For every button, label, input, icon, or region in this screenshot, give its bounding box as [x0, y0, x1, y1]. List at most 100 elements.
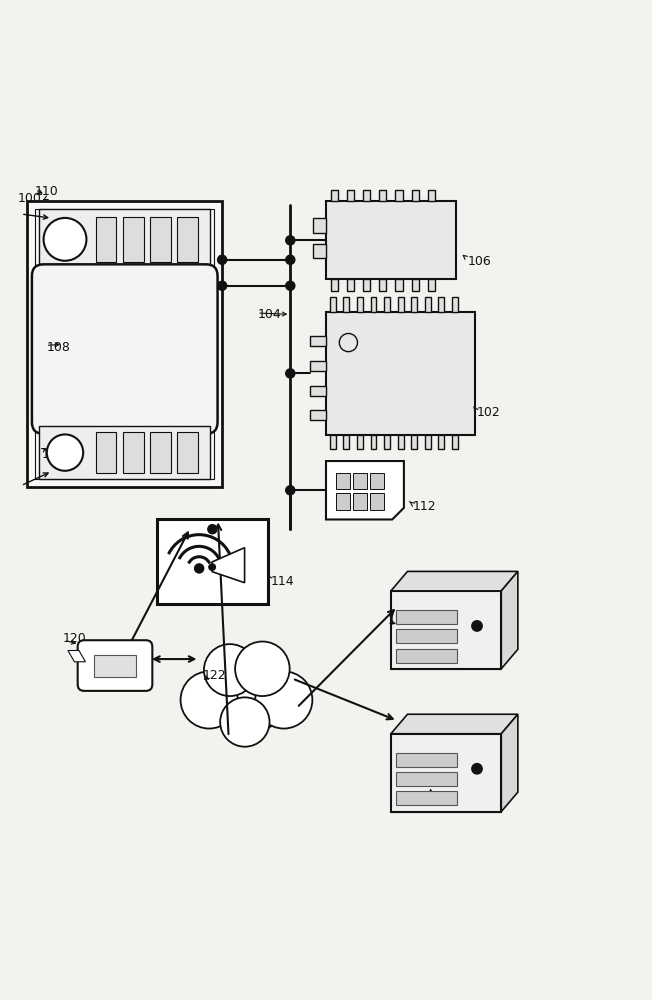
Bar	[411, 190, 419, 201]
Bar	[344, 435, 349, 449]
Bar	[384, 297, 390, 312]
Circle shape	[472, 764, 482, 774]
Text: 110: 110	[35, 185, 59, 198]
Text: 106: 106	[467, 255, 491, 268]
Text: 126: 126	[431, 792, 455, 805]
Polygon shape	[212, 548, 244, 583]
Bar	[347, 279, 354, 291]
Bar	[438, 297, 445, 312]
Bar	[35, 209, 215, 479]
Bar	[336, 473, 349, 489]
Polygon shape	[391, 714, 518, 734]
Text: 100: 100	[18, 192, 42, 205]
Bar	[96, 432, 116, 473]
Bar	[357, 297, 363, 312]
Bar	[357, 435, 363, 449]
Bar	[150, 432, 171, 473]
Polygon shape	[391, 571, 518, 591]
Circle shape	[286, 236, 295, 245]
Bar	[336, 493, 349, 510]
Bar	[39, 426, 211, 479]
Circle shape	[47, 434, 83, 471]
Bar	[370, 435, 376, 449]
Bar	[27, 201, 222, 487]
Text: 122: 122	[203, 669, 226, 682]
Bar	[370, 493, 384, 510]
Bar	[96, 217, 116, 262]
Bar	[94, 655, 136, 677]
Bar	[353, 473, 367, 489]
Bar	[428, 279, 435, 291]
Bar	[391, 734, 501, 812]
Bar	[123, 432, 143, 473]
Bar	[330, 435, 336, 449]
Bar	[150, 217, 171, 262]
Bar	[379, 279, 387, 291]
Text: 102: 102	[477, 406, 500, 419]
Bar	[39, 209, 211, 270]
Bar	[452, 435, 458, 449]
Bar	[344, 297, 349, 312]
Bar	[411, 279, 419, 291]
Circle shape	[208, 525, 217, 534]
Circle shape	[209, 564, 215, 570]
Bar	[310, 410, 326, 420]
Polygon shape	[501, 571, 518, 669]
Circle shape	[286, 486, 295, 495]
Bar	[331, 279, 338, 291]
Bar	[396, 791, 457, 805]
Bar	[330, 297, 336, 312]
Bar	[331, 190, 338, 201]
Text: 114: 114	[271, 575, 295, 588]
Text: 108: 108	[47, 341, 70, 354]
Bar	[363, 279, 370, 291]
Bar	[391, 591, 501, 669]
Circle shape	[286, 369, 295, 378]
Bar	[396, 649, 457, 663]
Bar	[326, 201, 456, 279]
Circle shape	[235, 642, 289, 696]
Bar	[123, 217, 143, 262]
Polygon shape	[501, 714, 518, 812]
Bar	[310, 336, 326, 346]
Bar	[396, 629, 457, 643]
Bar	[313, 218, 326, 233]
Text: 124: 124	[388, 614, 411, 627]
Bar	[313, 244, 326, 258]
Circle shape	[220, 697, 269, 747]
Circle shape	[339, 333, 357, 352]
Circle shape	[218, 255, 227, 264]
Circle shape	[204, 644, 256, 696]
Bar	[411, 297, 417, 312]
Bar	[177, 217, 198, 262]
Circle shape	[218, 281, 227, 290]
Bar	[428, 190, 435, 201]
Circle shape	[181, 671, 238, 729]
FancyBboxPatch shape	[78, 640, 153, 691]
Circle shape	[194, 564, 203, 573]
Text: 120: 120	[63, 632, 87, 645]
Bar	[363, 190, 370, 201]
Bar	[452, 297, 458, 312]
Bar	[347, 190, 354, 201]
Text: 110: 110	[42, 448, 65, 461]
Bar	[398, 297, 404, 312]
Bar	[396, 190, 402, 201]
Bar	[384, 435, 390, 449]
Text: 112: 112	[413, 500, 437, 513]
Bar	[396, 753, 457, 767]
Circle shape	[44, 218, 87, 261]
Circle shape	[286, 281, 295, 290]
Bar	[370, 297, 376, 312]
Circle shape	[255, 671, 312, 729]
Bar	[353, 493, 367, 510]
Bar	[396, 610, 457, 624]
FancyBboxPatch shape	[32, 264, 218, 434]
Bar	[370, 473, 384, 489]
Text: 104: 104	[258, 308, 282, 321]
Bar	[396, 772, 457, 786]
Bar	[157, 519, 267, 604]
Circle shape	[472, 621, 482, 631]
Bar	[379, 190, 387, 201]
Circle shape	[286, 255, 295, 264]
